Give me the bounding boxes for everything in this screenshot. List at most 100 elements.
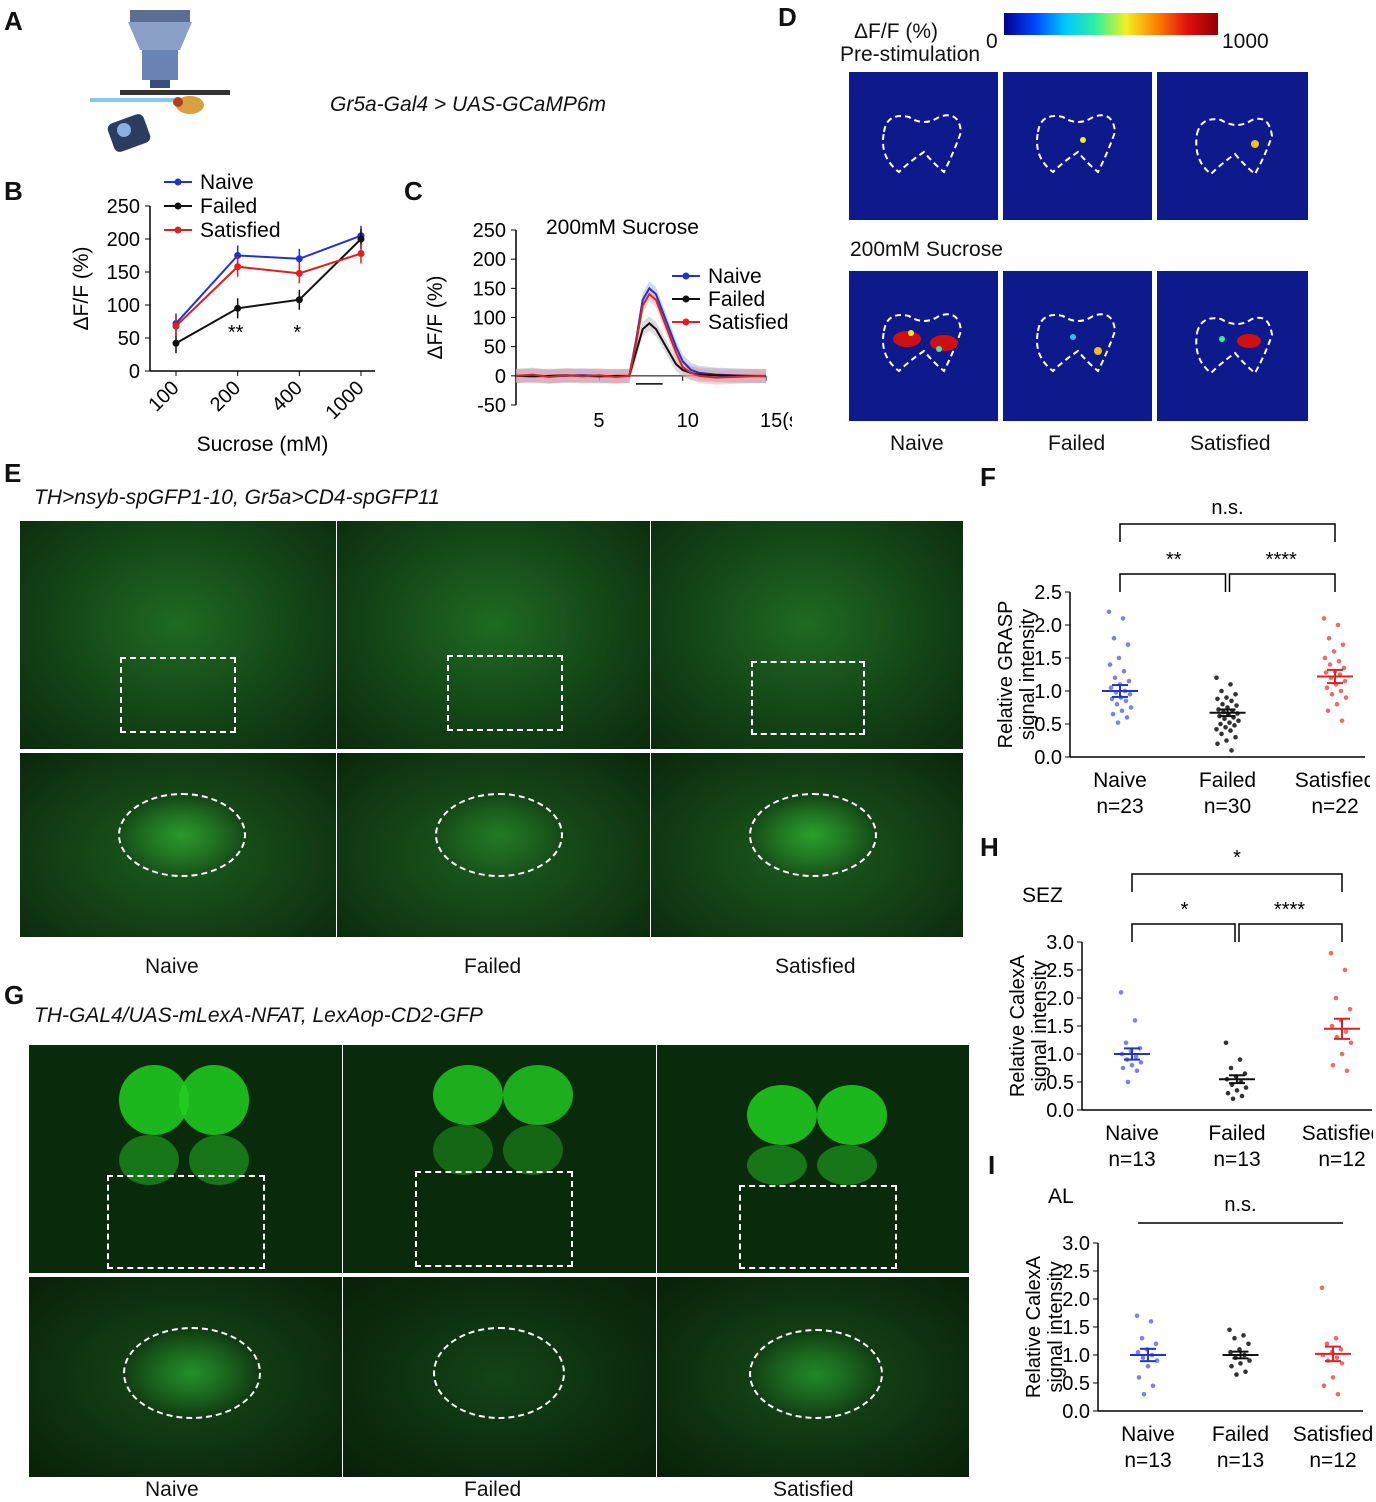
data-point (1124, 715, 1130, 720)
panel-letter-i: I (988, 1150, 996, 1180)
panel-letter-d: D (778, 2, 797, 32)
data-point (1344, 1068, 1350, 1074)
significance-mark: * (293, 322, 301, 344)
data-point (1216, 707, 1221, 712)
chart-title: 200mM Sucrose (546, 216, 699, 239)
y-tick-label: 1.5 (1046, 1016, 1074, 1038)
y-axis-label-line1: Relative CalexA (1023, 1255, 1045, 1398)
heatmap-scale-title: ΔF/F (%) (854, 20, 939, 43)
chart-h: 0.0 0.5 1.0 1.5 2.0 2.5 3.0 Relative CalexA sign… (1007, 847, 1373, 1171)
x-tick-label: 200 (206, 377, 245, 416)
data-point (1325, 708, 1331, 714)
data-point (1335, 622, 1341, 628)
y-tick-label: 200 (473, 249, 506, 271)
data-point (1106, 609, 1112, 615)
data-point (1128, 705, 1134, 710)
data-point (1220, 701, 1225, 707)
series-line-failed (175, 238, 362, 345)
y-tick-label: 2.0 (1046, 988, 1074, 1010)
y-tick-label: 250 (107, 196, 140, 218)
data-point (1153, 1341, 1159, 1347)
data-point (1232, 1335, 1237, 1341)
data-point (1347, 1006, 1353, 1012)
legend-marker (174, 226, 182, 234)
data-point (1228, 728, 1233, 733)
group-n: n=13 (1108, 1148, 1155, 1171)
data-point (1233, 734, 1238, 740)
y-tick-label: 250 (473, 220, 506, 242)
data-point (1336, 659, 1342, 664)
g-col-naive: Naive (145, 1478, 199, 1501)
roi-ellipse (118, 793, 246, 877)
data-point (1123, 698, 1129, 704)
y-tick-label: 0.0 (1034, 747, 1062, 769)
data-point (1133, 1054, 1139, 1060)
group-n: n=23 (1096, 795, 1143, 818)
grasp-zoom-satisfied (650, 752, 964, 938)
data-point (1233, 692, 1238, 697)
data-point (1225, 1090, 1231, 1096)
panel-e-genotype: TH>nsyb-spGFP1-10, Gr5a>CD4-spGFP11 (34, 486, 440, 509)
legend-marker (682, 295, 690, 303)
y-tick-label: 0 (129, 361, 140, 383)
grasp-brain-naive (19, 520, 337, 750)
group-n: n=13 (1124, 1449, 1171, 1472)
data-point (1125, 642, 1131, 648)
data-point (1238, 1361, 1243, 1366)
data-point (1138, 1060, 1144, 1065)
roi-ellipse (433, 1327, 565, 1419)
calexa-zoom-failed (342, 1276, 657, 1478)
data-point (1243, 1085, 1249, 1090)
group-label: Satisfied (1293, 1423, 1374, 1446)
data-point (1214, 726, 1219, 732)
data-point (1234, 1372, 1239, 1377)
x-tick-label: 15(s) (760, 410, 792, 430)
chart-i: 0.0 0.5 1.0 1.5 2.0 2.5 3.0 Relative CalexA sign… (1023, 1185, 1374, 1472)
group-label: Satisfied (1295, 769, 1370, 792)
bracket-right (1228, 573, 1336, 592)
data-point (1219, 688, 1224, 694)
data-point (1324, 685, 1330, 690)
y-tick-label: 0 (495, 366, 506, 388)
y-axis-label-line2: signal intensity (1045, 1261, 1067, 1392)
data-point (172, 322, 180, 330)
data-point (1247, 1358, 1252, 1363)
data-point (1348, 1040, 1354, 1046)
chart-f: 0.0 0.5 1.0 1.5 2.0 2.5 Relative GRASP signal i… (995, 497, 1370, 818)
y-tick-label: 0.5 (1046, 1072, 1074, 1094)
d-col-naive: Naive (890, 432, 944, 455)
legend-marker (174, 202, 182, 210)
bracket-right (1238, 923, 1343, 942)
region-label: SEZ (1022, 884, 1063, 907)
data-point (1338, 688, 1344, 694)
data-point (1215, 741, 1220, 747)
roi-ellipse (123, 1327, 261, 1419)
data-point (1227, 720, 1232, 725)
colorbar-max: 1000 (1222, 30, 1269, 53)
legend-marker (174, 178, 182, 186)
group-n: n=30 (1204, 795, 1251, 818)
y-axis-label-line1: Relative CalexA (1007, 954, 1029, 1097)
data-point (1339, 1361, 1345, 1366)
data-point (1145, 1363, 1151, 1369)
y-tick-label: 150 (107, 262, 140, 284)
significance-left: * (1181, 899, 1189, 921)
data-point (1335, 1391, 1341, 1397)
data-point (1230, 1096, 1236, 1102)
y-tick-label: 2.0 (1034, 615, 1062, 637)
data-point (1327, 662, 1333, 667)
legend-label: Naive (200, 171, 254, 194)
data-point (1136, 1375, 1142, 1380)
data-point (1338, 1347, 1344, 1352)
data-point (1339, 718, 1345, 723)
y-tick-label: 3.0 (1062, 1233, 1090, 1255)
data-point (1123, 1040, 1129, 1046)
data-point (1321, 1383, 1327, 1389)
bracket-left (1131, 923, 1236, 942)
x-tick-label: 1000 (322, 377, 369, 424)
panel-letter-a: A (4, 6, 23, 36)
data-point (1340, 642, 1346, 648)
data-point (1108, 685, 1114, 690)
roi-box (415, 1171, 573, 1267)
x-tick-label: 5 (593, 410, 604, 430)
